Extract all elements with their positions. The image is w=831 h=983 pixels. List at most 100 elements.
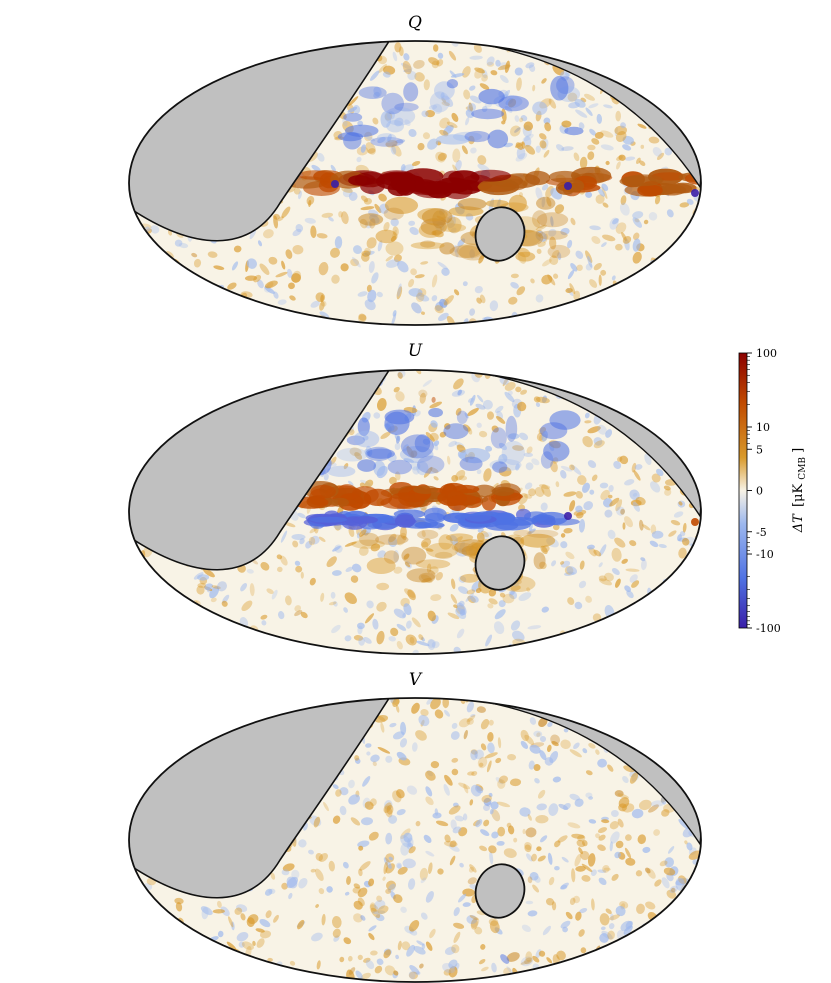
noise-blob [197, 582, 206, 588]
noise-blob [144, 913, 155, 922]
noise-blob [372, 761, 377, 767]
noise-blob [531, 458, 540, 466]
noise-blob [386, 804, 394, 815]
noise-blob [651, 530, 664, 539]
noise-blob [692, 231, 701, 242]
noise-blob [479, 83, 490, 90]
noise-blob [449, 534, 459, 546]
noise-blob [152, 305, 164, 316]
noise-blob [648, 715, 658, 722]
noise-blob [403, 53, 410, 61]
noise-blob [644, 414, 651, 422]
noise-blob [409, 965, 420, 975]
noise-blob [212, 909, 225, 914]
noise-blob [454, 815, 464, 822]
noise-blob [318, 261, 329, 276]
noise-blob [509, 590, 515, 596]
noise-blob [129, 748, 136, 758]
noise-blob [228, 916, 234, 928]
noise-blob [210, 597, 217, 603]
noise-blob [609, 821, 619, 830]
noise-blob [455, 249, 459, 258]
noise-blob [503, 848, 517, 858]
noise-blob [572, 707, 581, 718]
noise-blob [320, 592, 325, 602]
noise-blob [396, 623, 407, 631]
plane-feature [310, 484, 336, 499]
noise-blob [489, 808, 494, 815]
noise-blob [458, 475, 468, 481]
noise-blob [538, 717, 548, 728]
noise-blob [367, 148, 376, 154]
noise-blob [235, 904, 248, 913]
noise-blob [408, 846, 416, 854]
noise-blob [449, 840, 457, 848]
noise-blob [670, 940, 683, 948]
noise-blob [638, 948, 645, 952]
noise-blob [368, 925, 377, 932]
noise-blob [520, 740, 529, 749]
noise-blob [330, 247, 340, 258]
noise-blob [422, 438, 431, 445]
noise-blob [179, 308, 191, 319]
noise-blob [579, 560, 585, 570]
noise-blob [133, 776, 146, 786]
noise-blob [361, 817, 373, 826]
noise-blob [372, 117, 379, 125]
noise-blob [385, 139, 398, 148]
noise-blob [429, 432, 439, 441]
noise-blob [409, 227, 419, 235]
noise-blob [599, 544, 607, 557]
noise-blob [660, 746, 670, 753]
noise-blob [471, 770, 478, 777]
noise-blob [632, 211, 644, 219]
plane-feature [410, 241, 445, 250]
noise-blob [413, 59, 425, 69]
noise-blob [611, 646, 623, 654]
noise-blob [488, 598, 498, 605]
noise-blob [442, 698, 449, 709]
noise-blob [292, 540, 299, 548]
noise-blob [695, 463, 700, 468]
noise-blob [488, 792, 493, 798]
noise-blob [650, 481, 661, 493]
noise-blob [348, 96, 359, 107]
noise-blob [611, 972, 617, 980]
noise-blob [370, 950, 378, 956]
noise-blob [135, 916, 141, 922]
noise-blob [373, 86, 382, 97]
noise-blob [288, 892, 293, 900]
noise-blob [357, 840, 370, 848]
noise-blob [458, 827, 468, 837]
noise-blob [485, 634, 493, 647]
noise-blob [665, 298, 676, 311]
noise-blob [531, 643, 536, 649]
noise-blob [520, 389, 528, 395]
noise-blob [573, 742, 580, 750]
noise-blob [475, 403, 486, 410]
noise-blob [207, 251, 218, 258]
plane-feature [460, 573, 480, 583]
noise-blob [395, 435, 401, 444]
noise-blob [467, 135, 475, 145]
noise-blob [611, 547, 622, 562]
noise-blob [593, 377, 603, 388]
noise-blob [448, 805, 461, 815]
noise-blob [673, 82, 684, 90]
plane-feature [501, 440, 525, 466]
noise-blob [695, 460, 701, 469]
noise-blob [672, 633, 683, 642]
noise-blob [677, 732, 689, 742]
noise-blob [605, 160, 610, 166]
noise-blob [659, 74, 668, 84]
noise-blob [444, 840, 458, 847]
noise-blob [587, 853, 596, 867]
noise-blob [636, 903, 645, 914]
noise-blob [539, 750, 547, 761]
noise-blob [343, 463, 349, 470]
noise-blob [578, 122, 585, 130]
noise-blob [589, 279, 598, 288]
noise-blob [431, 295, 438, 302]
noise-blob [585, 107, 593, 117]
noise-blob [473, 43, 482, 53]
